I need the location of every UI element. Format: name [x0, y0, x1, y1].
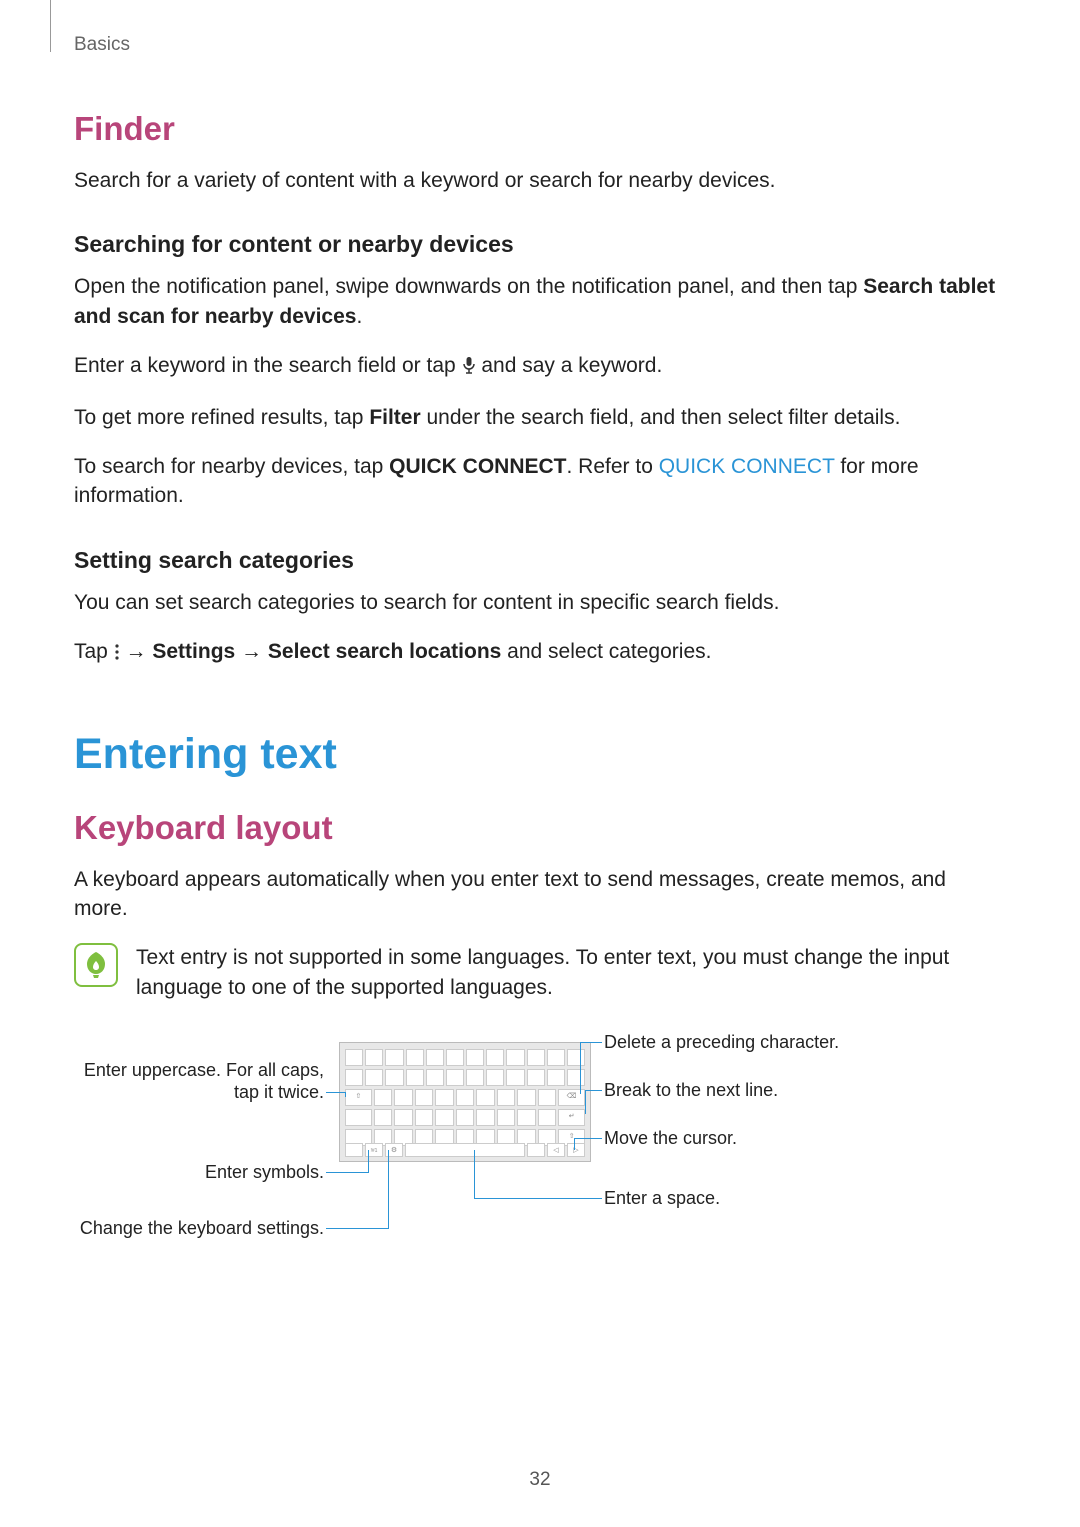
text: and say a keyword.	[476, 354, 663, 377]
callout-line	[474, 1150, 475, 1198]
searching-p2: Enter a keyword in the search field or t…	[74, 351, 1004, 382]
callout-line	[345, 1092, 346, 1097]
searching-heading: Searching for content or nearby devices	[74, 231, 1004, 258]
searching-p3: To get more refined results, tap Filter …	[74, 403, 1004, 432]
text: →	[120, 640, 153, 663]
callout-line	[585, 1090, 602, 1091]
quick-connect-link[interactable]: QUICK CONNECT	[659, 455, 835, 478]
page-content: Finder Search for a variety of content w…	[74, 110, 1004, 1272]
text: . Refer to	[567, 455, 659, 478]
entering-text-title: Entering text	[74, 730, 1004, 779]
callout-line	[388, 1150, 389, 1229]
callout-cursor: Move the cursor.	[604, 1128, 737, 1150]
keyboard-illustration: ⇧⌫ ↵ ⇧ !#1 ⚙ ◁ ▷	[339, 1042, 591, 1162]
text-bold: Select search locations	[268, 640, 501, 663]
finder-intro: Search for a variety of content with a k…	[74, 166, 1004, 195]
text: under the search field, and then select …	[421, 406, 901, 429]
categories-p2: Tap → Settings → Select search locations…	[74, 637, 1004, 669]
enter-key: ↵	[558, 1109, 585, 1126]
text-bold: QUICK CONNECT	[389, 455, 566, 478]
note-row: Text entry is not supported in some lang…	[74, 943, 1004, 1002]
text: Tap	[74, 640, 114, 663]
keyboard-layout-p: A keyboard appears automatically when yo…	[74, 865, 1004, 924]
finder-title: Finder	[74, 110, 1004, 148]
callout-line	[326, 1172, 368, 1173]
space-key	[405, 1143, 525, 1157]
page-margin-line	[50, 0, 51, 52]
text: →	[235, 640, 268, 663]
cursor-right-key: ▷	[567, 1143, 585, 1157]
breadcrumb: Basics	[74, 34, 130, 56]
callout-break: Break to the next line.	[604, 1080, 778, 1102]
categories-p1: You can set search categories to search …	[74, 588, 1004, 617]
text: .	[356, 305, 362, 328]
callout-delete: Delete a preceding character.	[604, 1032, 839, 1054]
callout-line	[585, 1090, 586, 1114]
cursor-left-key: ◁	[547, 1143, 565, 1157]
note-icon	[74, 943, 118, 987]
callout-line	[574, 1138, 575, 1150]
text: Enter a keyword in the search field or t…	[74, 354, 462, 377]
callout-symbols: Enter symbols.	[74, 1162, 324, 1184]
text: and select categories.	[501, 640, 711, 663]
text: Open the notification panel, swipe downw…	[74, 275, 863, 298]
callout-line	[574, 1138, 602, 1139]
callout-uppercase: Enter uppercase. For all caps, tap it tw…	[74, 1060, 324, 1103]
callout-line	[580, 1042, 581, 1094]
searching-p4: To search for nearby devices, tap QUICK …	[74, 452, 1004, 511]
searching-p1: Open the notification panel, swipe downw…	[74, 272, 1004, 331]
shift-key: ⇧	[345, 1089, 372, 1106]
note-text: Text entry is not supported in some lang…	[136, 943, 1004, 1002]
callout-line	[368, 1150, 369, 1173]
callout-space: Enter a space.	[604, 1188, 720, 1210]
callout-line	[474, 1198, 602, 1199]
text: To get more refined results, tap	[74, 406, 369, 429]
categories-heading: Setting search categories	[74, 547, 1004, 574]
page-number: 32	[0, 1469, 1080, 1491]
keyboard-diagram: ⇧⌫ ↵ ⇧ !#1 ⚙ ◁ ▷ Enter uppercase. For al…	[74, 1032, 1004, 1272]
text: To search for nearby devices, tap	[74, 455, 389, 478]
mic-icon	[462, 353, 476, 382]
text-bold: Settings	[152, 640, 235, 663]
callout-line	[580, 1042, 602, 1043]
callout-settings: Change the keyboard settings.	[74, 1218, 324, 1240]
callout-line	[326, 1092, 345, 1093]
keyboard-layout-heading: Keyboard layout	[74, 809, 1004, 847]
callout-line	[326, 1228, 388, 1229]
text-bold: Filter	[369, 406, 420, 429]
